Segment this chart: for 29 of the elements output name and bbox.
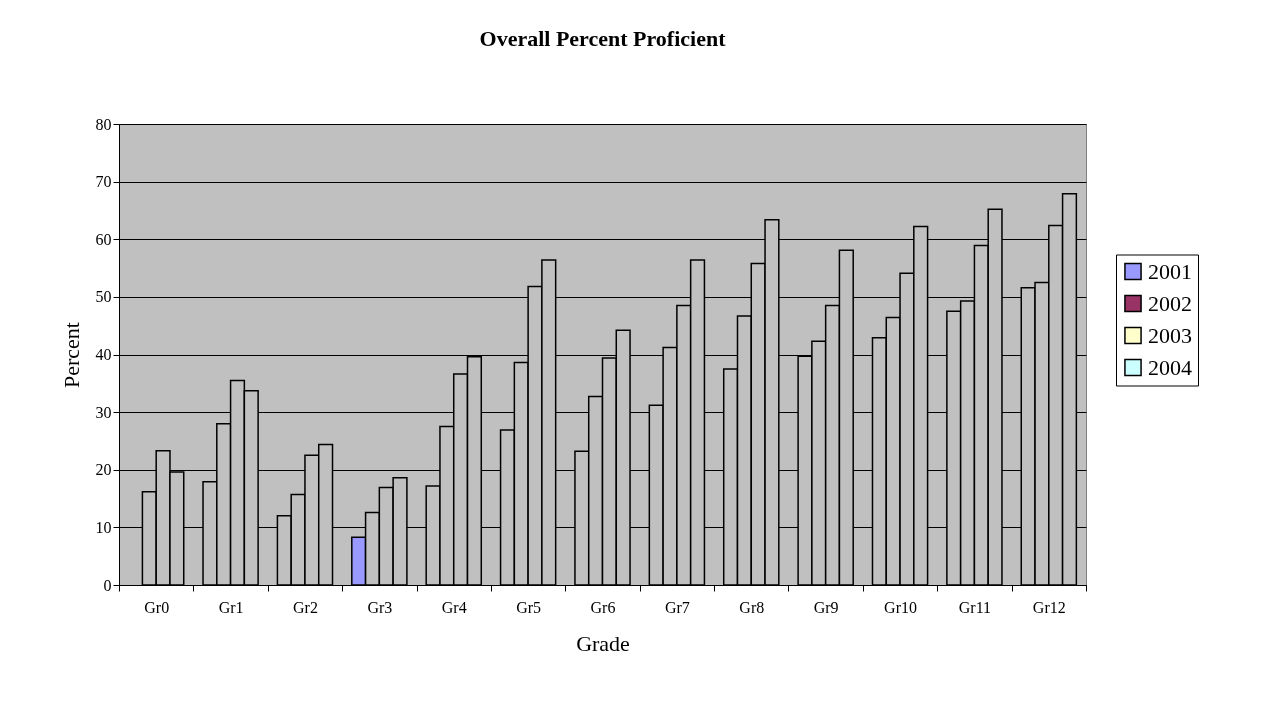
x-tick-label: Gr2 [293, 598, 318, 616]
y-tick-label: 20 [95, 461, 112, 479]
chart-title: Overall Percent Proficient [479, 26, 727, 51]
x-tick-label: Gr9 [813, 598, 839, 616]
x-tick-label: Gr5 [516, 598, 542, 616]
y-tick-label: 80 [95, 115, 112, 133]
y-tick-label: 30 [95, 403, 112, 421]
x-tick-label: Gr0 [144, 598, 170, 616]
y-tick-label: 0 [103, 576, 112, 594]
y-tick-label: 40 [95, 346, 112, 363]
x-tick-label: Gr7 [664, 598, 690, 616]
x-tick-label: Gr4 [441, 598, 467, 616]
x-tick-label: Gr12 [1032, 598, 1066, 616]
x-tick-label: Gr11 [958, 598, 992, 616]
y-axis-title: Percent [58, 322, 84, 388]
x-tick-label: Gr10 [884, 598, 917, 616]
legend-label: 2004 [1148, 354, 1192, 380]
x-tick-label: Gr8 [739, 598, 765, 616]
x-tick-label: Gr3 [367, 598, 393, 616]
legend-label: 2002 [1148, 290, 1192, 316]
y-tick-label: 70 [95, 173, 112, 191]
y-tick-label: 60 [95, 230, 112, 248]
y-tick-label: 10 [95, 518, 112, 536]
legend-label: 2001 [1148, 258, 1192, 284]
legend-label: 2003 [1148, 322, 1192, 348]
x-axis-title: Grade [576, 630, 630, 656]
x-tick-label: Gr6 [590, 598, 616, 616]
x-tick-label: Gr1 [218, 598, 244, 616]
y-tick-label: 50 [95, 288, 112, 306]
